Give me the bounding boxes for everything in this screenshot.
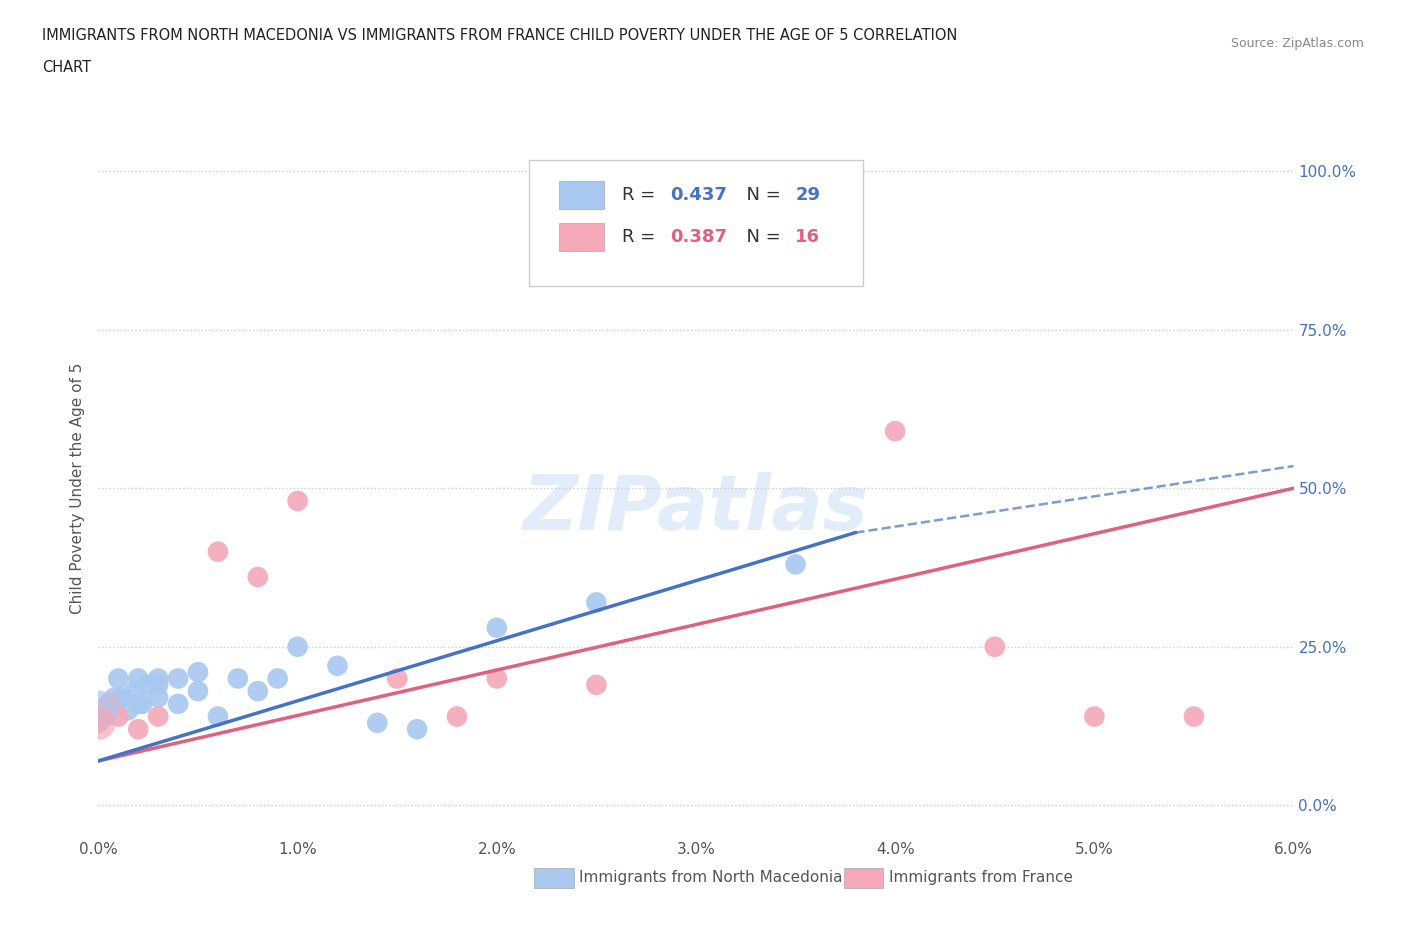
Point [136, 677, 159, 692]
Point [984, 639, 1007, 654]
Point [111, 690, 134, 705]
Point [127, 697, 149, 711]
Point [148, 690, 170, 705]
Point [585, 595, 607, 610]
Text: N =: N = [735, 228, 787, 246]
Point [127, 671, 149, 686]
Point [124, 684, 146, 698]
Point [485, 671, 508, 686]
Point [187, 684, 209, 698]
Point [148, 671, 170, 686]
Text: 0.387: 0.387 [669, 228, 727, 246]
Text: 0.437: 0.437 [669, 186, 727, 205]
Text: 16: 16 [796, 228, 820, 246]
Point [97, 697, 120, 711]
Point [246, 569, 269, 584]
Point [167, 697, 190, 711]
Text: Immigrants from France: Immigrants from France [889, 870, 1073, 885]
Point [446, 709, 468, 724]
Point [93, 709, 115, 724]
Point [585, 677, 607, 692]
Point [287, 494, 309, 509]
Point [131, 697, 153, 711]
Point [103, 690, 125, 705]
FancyBboxPatch shape [558, 181, 605, 209]
Text: IMMIGRANTS FROM NORTH MACEDONIA VS IMMIGRANTS FROM FRANCE CHILD POVERTY UNDER TH: IMMIGRANTS FROM NORTH MACEDONIA VS IMMIG… [42, 28, 957, 43]
Point [87, 715, 110, 730]
Point [187, 665, 209, 680]
Point [87, 703, 110, 718]
Point [167, 671, 190, 686]
Point [207, 709, 229, 724]
Point [406, 722, 429, 737]
Point [385, 671, 409, 686]
Point [366, 715, 388, 730]
Point [107, 671, 129, 686]
Point [326, 658, 349, 673]
Point [1182, 709, 1205, 724]
Point [485, 620, 508, 635]
Point [267, 671, 290, 686]
Point [226, 671, 249, 686]
Text: ZIPatlas: ZIPatlas [523, 472, 869, 546]
Point [246, 684, 269, 698]
FancyBboxPatch shape [558, 223, 605, 251]
Point [785, 557, 807, 572]
Point [117, 703, 139, 718]
Text: R =: R = [621, 228, 661, 246]
Point [127, 722, 149, 737]
Text: R =: R = [621, 186, 661, 205]
Point [97, 697, 120, 711]
Point [1083, 709, 1105, 724]
Point [207, 544, 229, 559]
Text: 29: 29 [796, 186, 820, 205]
Text: Source: ZipAtlas.com: Source: ZipAtlas.com [1230, 37, 1364, 50]
Point [107, 709, 129, 724]
Point [148, 677, 170, 692]
Text: Immigrants from North Macedonia: Immigrants from North Macedonia [579, 870, 842, 885]
Point [148, 709, 170, 724]
Text: CHART: CHART [42, 60, 91, 75]
Text: N =: N = [735, 186, 787, 205]
FancyBboxPatch shape [529, 161, 863, 286]
Y-axis label: Child Poverty Under the Age of 5: Child Poverty Under the Age of 5 [70, 363, 86, 614]
Point [87, 715, 110, 730]
Point [884, 424, 907, 439]
Point [287, 639, 309, 654]
